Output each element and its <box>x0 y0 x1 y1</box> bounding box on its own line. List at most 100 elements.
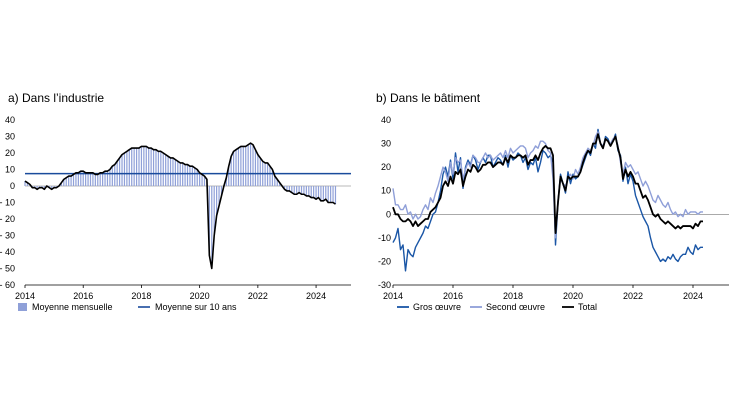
bar <box>72 174 75 186</box>
bar <box>216 186 218 216</box>
y-tick-label: - 40 <box>0 247 15 257</box>
bar <box>199 172 201 186</box>
bar <box>235 149 237 186</box>
bar <box>106 171 109 186</box>
right-chart-title: b) Dans le bâtiment <box>376 91 481 105</box>
bar <box>283 186 286 190</box>
bar <box>291 186 293 193</box>
bar <box>225 177 227 186</box>
bar <box>182 162 184 186</box>
y-tick-label: - 10 <box>0 198 15 208</box>
y-tick-label: - 50 <box>0 264 15 274</box>
bar <box>266 162 269 186</box>
bar <box>111 166 113 186</box>
y-tick-label: 40 <box>5 115 15 125</box>
x-tick-label: 2024 <box>306 291 326 301</box>
x-tick-label: 2018 <box>131 291 151 301</box>
bar <box>317 186 320 198</box>
bar <box>322 186 324 201</box>
bar-series-moyenne-mensuelle <box>24 143 337 269</box>
legend-label-1: Second œuvre <box>486 302 545 312</box>
bar <box>271 169 274 186</box>
legend-swatch-moyenne-mensuelle <box>18 303 27 311</box>
bar <box>237 148 240 186</box>
bar <box>143 146 145 186</box>
bar <box>126 151 128 186</box>
line-series-1 <box>392 131 703 239</box>
bar <box>334 186 337 205</box>
bar <box>131 148 133 186</box>
x-tick-label: 2022 <box>623 291 643 301</box>
bar <box>252 144 254 186</box>
bar <box>169 157 172 186</box>
y-tick-label: 30 <box>381 139 391 149</box>
y-tick-label: 20 <box>5 148 15 158</box>
x-tick-label: 2020 <box>563 291 583 301</box>
legend-label-2: Total <box>578 302 597 312</box>
bar <box>51 186 53 190</box>
bar <box>70 176 72 186</box>
bar <box>24 181 26 186</box>
bar <box>308 186 310 196</box>
y-tick-label: 40 <box>381 115 391 125</box>
bar <box>296 186 298 195</box>
bar <box>279 182 281 186</box>
bar <box>63 179 65 186</box>
bar <box>118 157 121 186</box>
y-tick-label: 10 <box>381 186 391 196</box>
bar <box>34 186 36 188</box>
bar <box>145 146 147 186</box>
bar <box>43 186 46 190</box>
bar <box>218 186 220 206</box>
bar <box>82 171 84 186</box>
y-tick-label: 10 <box>5 165 15 175</box>
bar <box>298 186 300 193</box>
line-series-2 <box>392 133 703 235</box>
bar <box>148 148 150 186</box>
bar <box>249 143 252 186</box>
bar <box>41 186 43 188</box>
bar <box>87 172 89 186</box>
y-tick-label: -30 <box>378 280 391 290</box>
bar <box>60 182 62 186</box>
y-tick-label: -20 <box>378 256 391 266</box>
bar <box>240 146 242 186</box>
y-tick-label: -10 <box>378 233 391 243</box>
x-tick-label: 2014 <box>383 291 403 301</box>
bar <box>286 186 288 191</box>
bar <box>104 171 106 186</box>
bar <box>305 186 307 196</box>
bar <box>303 186 305 195</box>
bar <box>201 174 203 186</box>
y-tick-label: 0 <box>386 209 391 219</box>
bar <box>332 186 334 203</box>
bar <box>80 171 82 186</box>
bar <box>220 186 223 196</box>
bar <box>162 153 164 186</box>
bar <box>65 177 67 186</box>
legend-label-moyenne-mensuelle: Moyenne mensuelle <box>32 302 113 312</box>
bar <box>269 166 271 186</box>
bar <box>121 154 123 186</box>
y-tick-label: - 30 <box>0 231 15 241</box>
bar <box>242 146 244 186</box>
bar <box>77 172 79 186</box>
bar <box>184 164 186 186</box>
bar <box>213 186 215 236</box>
bar <box>330 186 332 203</box>
y-tick-label: 20 <box>381 162 391 172</box>
bar <box>259 157 261 186</box>
y-tick-label: - 20 <box>0 214 15 224</box>
bar <box>26 182 29 186</box>
bar <box>150 148 152 186</box>
bar <box>133 148 135 186</box>
bar <box>327 186 329 203</box>
bar <box>138 148 140 186</box>
bar <box>191 166 193 186</box>
bar <box>208 186 210 256</box>
bar <box>36 186 38 190</box>
bar <box>94 174 96 186</box>
bar <box>194 167 196 186</box>
